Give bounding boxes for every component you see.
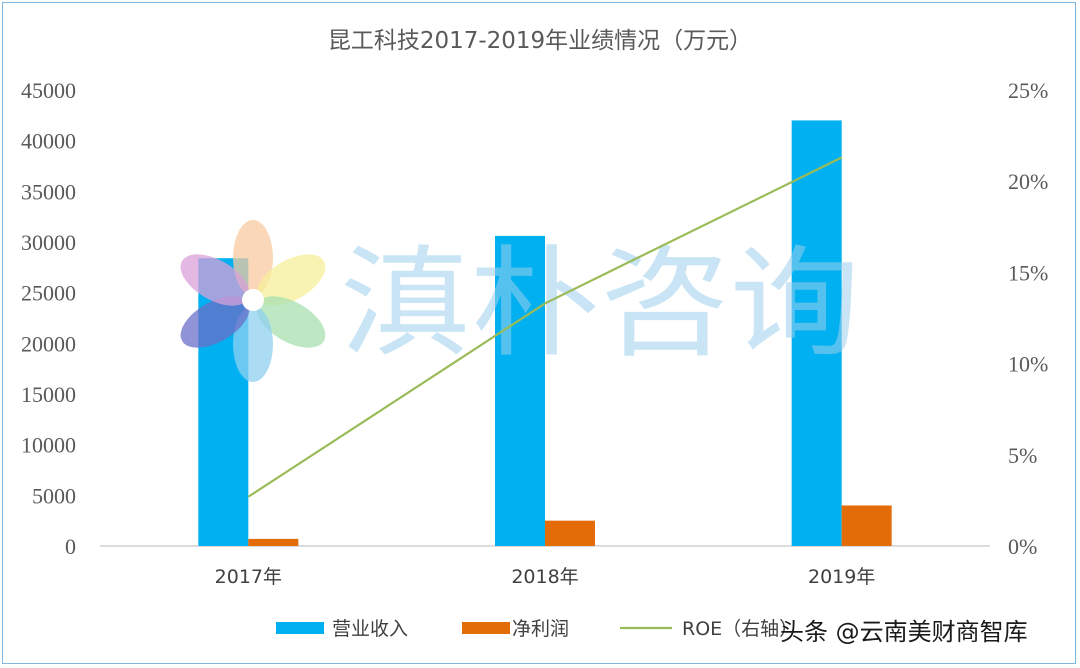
y-left-tick-label: 45000 [21, 78, 76, 103]
y-left-tick-label: 10000 [21, 433, 76, 458]
y-left-tick-label: 15000 [21, 382, 76, 407]
legend-swatch-0 [276, 622, 324, 634]
y-right-tick-label: 25% [1008, 78, 1048, 103]
bar-net-profit-0 [248, 538, 299, 546]
bar-net-profit-1 [545, 520, 595, 546]
bar-group [198, 120, 892, 547]
watermark-text: 滇朴咨询 [340, 235, 860, 374]
bar-revenue-1 [495, 235, 545, 547]
y-left-tick-label: 40000 [21, 129, 76, 154]
bar-revenue-2 [791, 120, 842, 547]
y-left-tick-label: 0 [65, 534, 76, 559]
y-right-tick-label: 0% [1008, 534, 1037, 559]
watermark: 滇朴咨询 [180, 220, 860, 382]
y-right-tick-label: 20% [1008, 169, 1048, 194]
x-tick-label: 2019年 [808, 566, 875, 588]
y-left-tick-label: 5000 [32, 483, 76, 508]
legend-label-1: 净利润 [512, 618, 569, 640]
roe-line-group [247, 156, 843, 498]
x-tick-label: 2018年 [511, 566, 578, 588]
y-left-tick-label: 30000 [21, 230, 76, 255]
bar-net-profit-2 [841, 505, 892, 546]
y-left-tick-label: 25000 [21, 281, 76, 306]
y-right-tick-label: 5% [1008, 443, 1037, 468]
chart-title: 昆工科技2017-2019年业绩情况（万元） [328, 28, 752, 54]
y-right-tick-label: 15% [1008, 260, 1048, 285]
y-left-tick-label: 20000 [21, 331, 76, 356]
legend-swatch-1 [462, 622, 510, 634]
legend-label-2: ROE（右轴） [682, 618, 798, 640]
legend: 营业收入 净利润 ROE（右轴） [276, 618, 798, 640]
source-credit: 头条 @云南美财商智库 [780, 618, 1028, 646]
legend-label-0: 营业收入 [332, 618, 408, 640]
axes: 0 5000 10000 15000 20000 25000 30000 35000 40000… [21, 78, 1048, 588]
y-left-tick-label: 35000 [21, 179, 76, 204]
watermark-logo-icon [180, 220, 326, 382]
x-tick-label: 2017年 [215, 566, 282, 588]
y-right-tick-label: 10% [1008, 352, 1048, 377]
